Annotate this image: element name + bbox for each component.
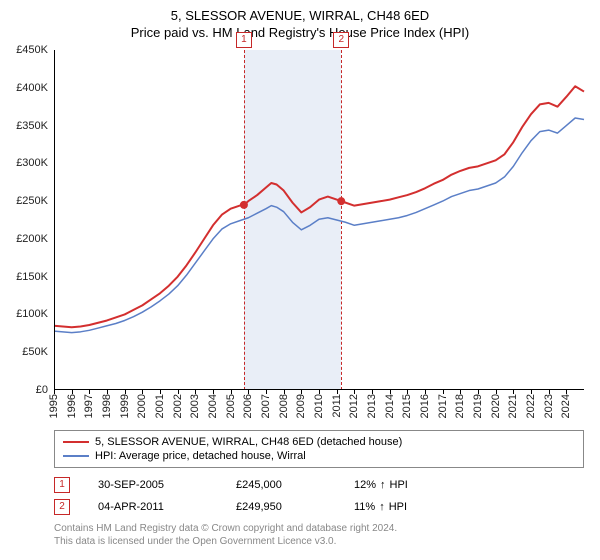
sale-marker-dot [240, 201, 248, 209]
sale-hpi-percent: 12% [354, 479, 376, 491]
arrow-up-icon: ↑ [380, 479, 386, 491]
series-line [54, 118, 584, 333]
y-tick-label: £100K [16, 308, 48, 320]
x-tick-label: 2000 [136, 394, 148, 418]
y-tick-label: £200K [16, 233, 48, 245]
sale-date: 30-SEP-2005 [98, 479, 208, 491]
sale-marker-badge: 1 [54, 477, 70, 493]
legend-label: 5, SLESSOR AVENUE, WIRRAL, CH48 6ED (det… [95, 436, 402, 448]
y-tick-label: £450K [16, 44, 48, 56]
x-tick-label: 2014 [384, 394, 396, 418]
x-tick-label: 2010 [313, 394, 325, 418]
x-tick-label: 2008 [278, 394, 290, 418]
x-tick-label: 2017 [437, 394, 449, 418]
sale-price: £249,950 [236, 501, 326, 513]
x-tick-label: 1996 [66, 394, 78, 418]
y-axis [54, 50, 55, 390]
sale-date: 04-APR-2011 [98, 501, 208, 513]
sales-table: 130-SEP-2005£245,00012%↑HPI204-APR-2011£… [54, 474, 584, 518]
x-tick-label: 2023 [543, 394, 555, 418]
x-tick-label: 2019 [472, 394, 484, 418]
sale-hpi-label: HPI [390, 479, 408, 491]
arrow-up-icon: ↑ [379, 501, 385, 513]
sale-hpi-percent: 11% [354, 501, 375, 513]
footer-line-2: This data is licensed under the Open Gov… [54, 535, 584, 548]
x-tick-label: 2003 [189, 394, 201, 418]
legend-item: HPI: Average price, detached house, Wirr… [63, 449, 575, 463]
x-tick-label: 2013 [366, 394, 378, 418]
x-tick-label: 1995 [48, 394, 60, 418]
x-axis [54, 389, 584, 390]
x-tick-label: 2005 [225, 394, 237, 418]
sale-vline-label: 2 [333, 32, 349, 48]
legend-swatch [63, 441, 89, 443]
y-tick-label: £50K [22, 346, 48, 358]
x-tick-label: 2006 [242, 394, 254, 418]
sale-vline-label: 1 [236, 32, 252, 48]
sale-hpi-delta: 11% ↑ HPI [354, 501, 407, 513]
x-tick-label: 2004 [207, 394, 219, 418]
footer-line-1: Contains HM Land Registry data © Crown c… [54, 522, 584, 535]
x-tick-label: 2009 [295, 394, 307, 418]
legend: 5, SLESSOR AVENUE, WIRRAL, CH48 6ED (det… [54, 430, 584, 468]
sale-hpi-label: HPI [389, 501, 407, 513]
chart-lines [54, 50, 584, 390]
x-tick-label: 2022 [525, 394, 537, 418]
x-tick-label: 2002 [172, 394, 184, 418]
x-tick-label: 2015 [401, 394, 413, 418]
y-tick-label: £0 [36, 384, 48, 396]
x-tick-label: 2001 [154, 394, 166, 418]
y-tick-label: £150K [16, 271, 48, 283]
x-tick-label: 2007 [260, 394, 272, 418]
x-tick-label: 2018 [454, 394, 466, 418]
x-tick-label: 2020 [490, 394, 502, 418]
legend-swatch [63, 455, 89, 457]
legend-label: HPI: Average price, detached house, Wirr… [95, 450, 306, 462]
x-tick-label: 2011 [331, 394, 343, 418]
y-tick-label: £250K [16, 195, 48, 207]
chart-subtitle: Price paid vs. HM Land Registry's House … [0, 23, 600, 46]
x-tick-label: 2021 [507, 394, 519, 418]
y-tick-label: £300K [16, 157, 48, 169]
sale-row: 2 04-APR-2011 £249,950 11% ↑ HPI [54, 496, 584, 518]
x-tick-label: 1997 [83, 394, 95, 418]
sale-row: 1 30-SEP-2005 £245,000 12% ↑ HPI [54, 474, 584, 496]
sale-hpi-delta: 12% ↑ HPI [354, 479, 408, 491]
sale-marker-badge: 2 [54, 499, 70, 515]
series-line [54, 86, 584, 327]
chart-title: 5, SLESSOR AVENUE, WIRRAL, CH48 6ED [0, 0, 600, 23]
sale-marker-dot [337, 197, 345, 205]
x-tick-label: 1998 [101, 394, 113, 418]
sale-price: £245,000 [236, 479, 326, 491]
x-tick-label: 2016 [419, 394, 431, 418]
y-tick-label: £350K [16, 120, 48, 132]
x-tick-label: 2012 [348, 394, 360, 418]
x-tick-label: 1999 [119, 394, 131, 418]
chart-plot-area: 12 £0£50K£100K£150K£200K£250K£300K£350K£… [54, 50, 584, 390]
x-tick-label: 2024 [560, 394, 572, 418]
y-tick-label: £400K [16, 82, 48, 94]
footer-attribution: Contains HM Land Registry data © Crown c… [54, 522, 584, 548]
legend-item: 5, SLESSOR AVENUE, WIRRAL, CH48 6ED (det… [63, 435, 575, 449]
